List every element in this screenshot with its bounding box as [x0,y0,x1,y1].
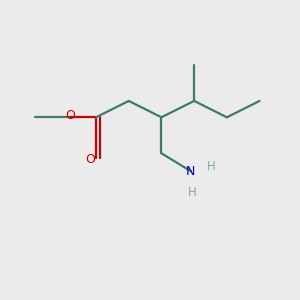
Text: H: H [188,186,197,199]
Text: O: O [85,153,95,166]
Text: H: H [207,160,216,173]
Text: O: O [65,109,75,122]
Text: N: N [186,165,196,178]
